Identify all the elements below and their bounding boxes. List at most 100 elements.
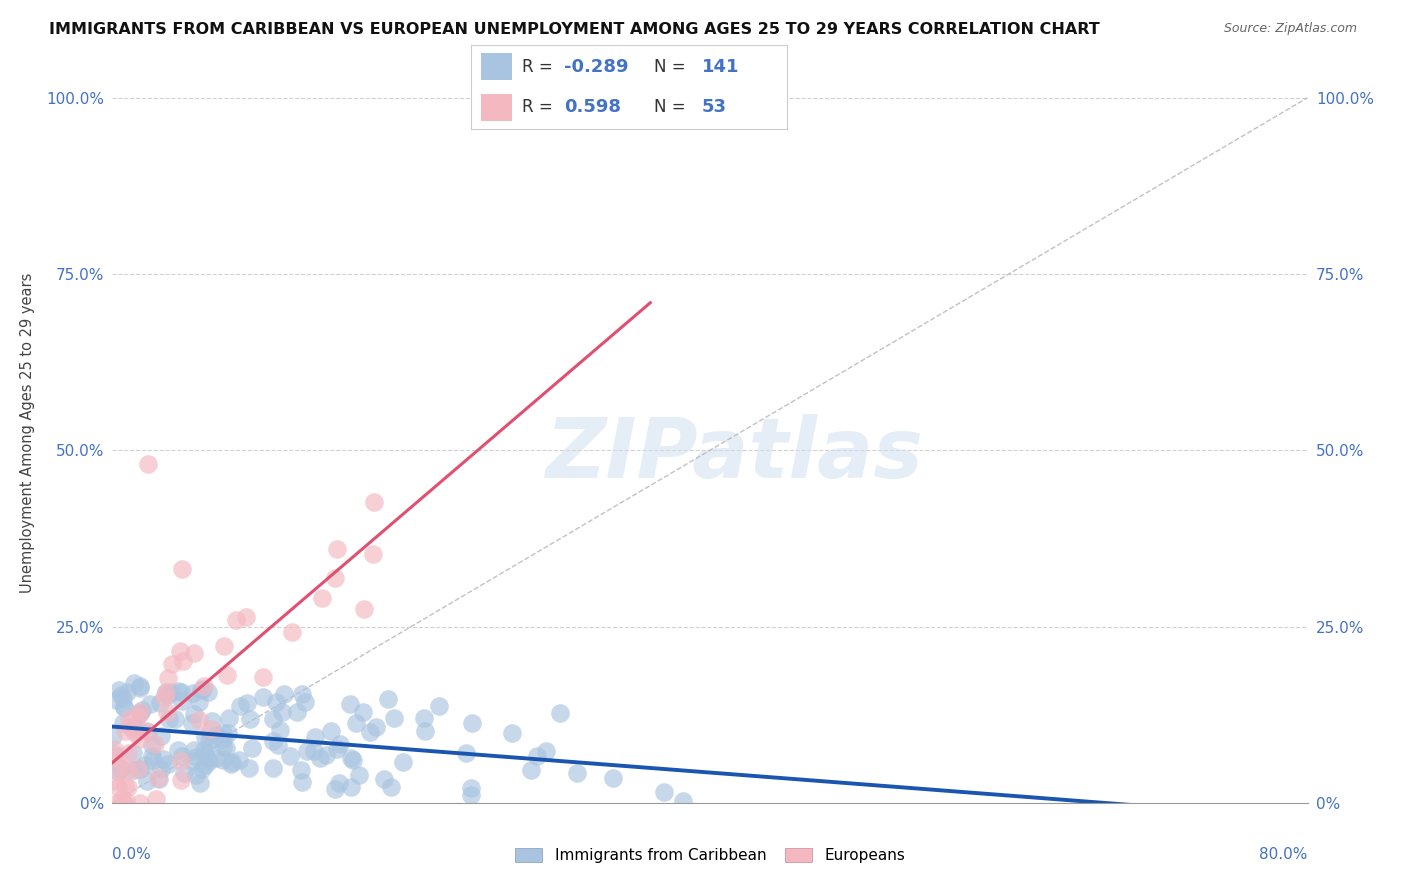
- Point: [110, 688, 132, 702]
- Point: [194, 758, 217, 772]
- Point: [122, 722, 145, 736]
- Point: [221, 755, 243, 769]
- Point: [291, 775, 314, 789]
- Point: [364, 720, 387, 734]
- Point: [129, 706, 152, 721]
- Point: [117, 747, 139, 761]
- Point: [136, 458, 159, 472]
- Point: [181, 686, 204, 700]
- Point: [205, 728, 228, 742]
- Point: [212, 726, 235, 740]
- Text: N =: N =: [655, 58, 692, 76]
- Point: [187, 695, 209, 709]
- Point: [269, 723, 291, 738]
- Point: [273, 687, 295, 701]
- Point: [262, 761, 284, 775]
- Point: [225, 613, 247, 627]
- Point: [115, 684, 138, 698]
- Point: [281, 624, 304, 639]
- Point: [262, 712, 284, 726]
- Point: [191, 762, 214, 776]
- Point: [212, 731, 235, 746]
- Point: [323, 571, 346, 585]
- Point: [122, 746, 145, 760]
- Point: [103, 741, 125, 756]
- Bar: [481, 94, 512, 120]
- Point: [127, 762, 149, 776]
- Point: [321, 723, 343, 738]
- Text: R =: R =: [522, 98, 558, 116]
- Text: 0.598: 0.598: [564, 98, 621, 116]
- Point: [315, 747, 337, 762]
- Point: [240, 740, 263, 755]
- Text: 53: 53: [702, 98, 727, 116]
- Point: [157, 671, 180, 685]
- Text: R =: R =: [522, 58, 558, 76]
- Point: [344, 715, 367, 730]
- Point: [170, 773, 193, 788]
- Point: [135, 724, 157, 739]
- Point: [111, 792, 134, 806]
- Point: [229, 698, 252, 713]
- Point: [170, 754, 193, 768]
- Point: [326, 541, 349, 556]
- Point: [103, 747, 125, 762]
- Point: [115, 794, 138, 808]
- Point: [129, 679, 152, 693]
- Point: [183, 646, 205, 660]
- Bar: [481, 54, 512, 80]
- Point: [219, 756, 242, 771]
- Point: [519, 763, 541, 777]
- Point: [112, 716, 135, 731]
- Point: [108, 760, 131, 774]
- Point: [107, 780, 129, 794]
- Point: [160, 657, 183, 671]
- Text: N =: N =: [655, 98, 692, 116]
- Point: [193, 680, 215, 694]
- Point: [290, 763, 312, 777]
- Point: [117, 763, 139, 777]
- Point: [107, 764, 129, 778]
- Point: [183, 707, 205, 722]
- Text: IMMIGRANTS FROM CARIBBEAN VS EUROPEAN UNEMPLOYMENT AMONG AGES 25 TO 29 YEARS COR: IMMIGRANTS FROM CARIBBEAN VS EUROPEAN UN…: [49, 22, 1099, 37]
- Point: [114, 723, 136, 738]
- Point: [184, 768, 207, 782]
- Point: [181, 754, 204, 768]
- Point: [157, 712, 180, 726]
- Point: [352, 705, 374, 719]
- Point: [167, 684, 190, 698]
- Point: [105, 796, 128, 810]
- Point: [380, 780, 402, 795]
- Point: [460, 716, 482, 731]
- Point: [212, 753, 235, 767]
- Point: [169, 685, 191, 699]
- Point: [212, 739, 235, 754]
- Point: [271, 705, 294, 719]
- Point: [138, 725, 160, 739]
- Point: [111, 690, 134, 705]
- Point: [215, 740, 238, 755]
- Point: [460, 788, 482, 802]
- Point: [107, 683, 129, 698]
- Point: [198, 754, 221, 768]
- Point: [105, 750, 128, 764]
- Point: [308, 750, 330, 764]
- Point: [122, 720, 145, 734]
- Point: [112, 796, 135, 810]
- Point: [145, 792, 167, 806]
- Point: [526, 748, 548, 763]
- Point: [170, 694, 193, 708]
- Point: [195, 751, 218, 765]
- Point: [198, 734, 221, 748]
- Point: [170, 749, 193, 764]
- Text: 141: 141: [702, 58, 740, 76]
- Point: [139, 697, 162, 711]
- Point: [311, 591, 333, 605]
- Point: [122, 676, 145, 690]
- Point: [353, 602, 375, 616]
- Point: [550, 706, 572, 721]
- Point: [148, 772, 170, 787]
- Point: [187, 713, 209, 727]
- Point: [193, 742, 215, 756]
- Point: [329, 737, 352, 751]
